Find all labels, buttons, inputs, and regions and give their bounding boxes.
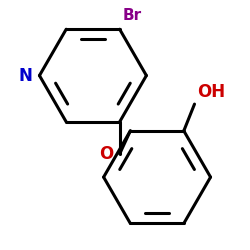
Text: OH: OH: [197, 84, 225, 102]
Text: Br: Br: [122, 8, 142, 22]
Text: N: N: [19, 66, 33, 84]
Text: O: O: [99, 145, 113, 163]
